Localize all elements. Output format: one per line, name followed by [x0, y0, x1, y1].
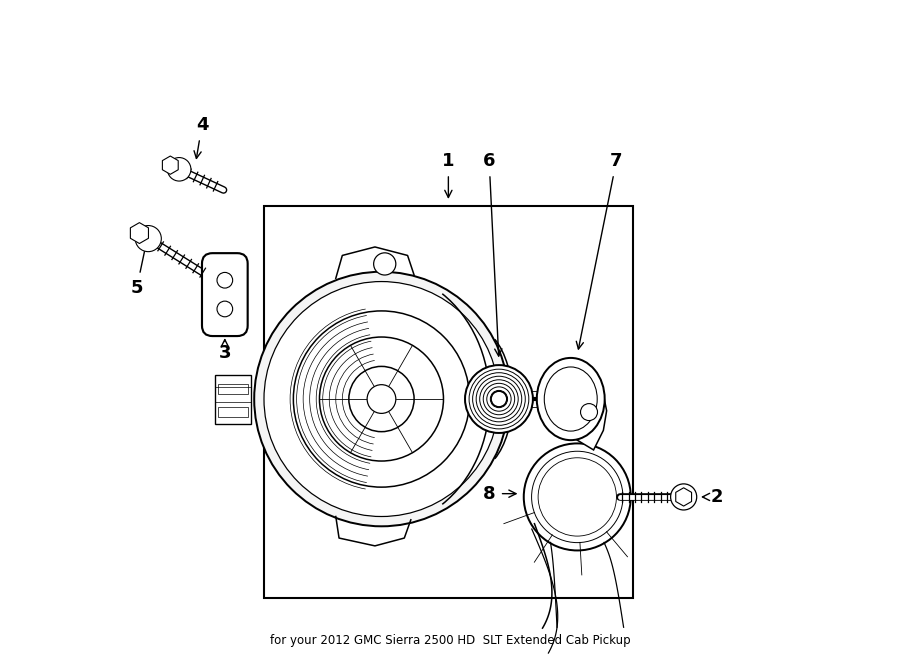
Text: 2: 2 [702, 488, 724, 506]
Ellipse shape [536, 358, 605, 440]
Circle shape [670, 484, 697, 510]
Circle shape [367, 385, 396, 413]
Circle shape [480, 380, 518, 418]
Bar [219, 407, 248, 417]
Bar [264, 206, 633, 598]
Circle shape [532, 451, 623, 543]
Polygon shape [571, 388, 607, 450]
Text: 8: 8 [482, 485, 516, 502]
FancyBboxPatch shape [202, 253, 248, 336]
Circle shape [494, 394, 504, 404]
Circle shape [254, 272, 508, 526]
Circle shape [491, 391, 508, 408]
Circle shape [491, 391, 507, 407]
Circle shape [465, 365, 533, 433]
Circle shape [524, 444, 631, 551]
Circle shape [167, 157, 191, 181]
Circle shape [483, 383, 515, 414]
Ellipse shape [544, 367, 598, 431]
Text: 5: 5 [130, 232, 150, 297]
Circle shape [580, 404, 598, 420]
Circle shape [349, 366, 414, 432]
Circle shape [320, 337, 444, 461]
Circle shape [217, 301, 233, 317]
Circle shape [217, 272, 233, 288]
Circle shape [538, 458, 616, 536]
Text: 4: 4 [194, 116, 208, 159]
Text: 7: 7 [576, 152, 623, 349]
Circle shape [476, 376, 522, 422]
Bar [219, 384, 248, 395]
Circle shape [293, 311, 470, 487]
Circle shape [472, 373, 526, 426]
Circle shape [135, 225, 161, 252]
Text: 3: 3 [219, 340, 231, 362]
Circle shape [374, 253, 396, 275]
Text: 1: 1 [442, 152, 454, 198]
Text: 6: 6 [483, 152, 502, 356]
Circle shape [487, 387, 511, 411]
Text: for your 2012 GMC Sierra 2500 HD  SLT Extended Cab Pickup: for your 2012 GMC Sierra 2500 HD SLT Ext… [270, 634, 630, 647]
Circle shape [469, 369, 529, 429]
Circle shape [264, 282, 499, 516]
Bar [215, 375, 251, 424]
